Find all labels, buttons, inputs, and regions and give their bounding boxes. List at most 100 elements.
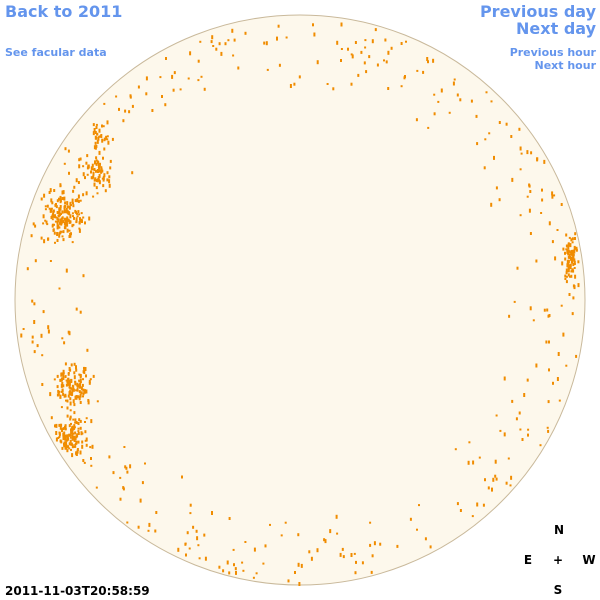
facula bbox=[510, 135, 513, 138]
back-link[interactable]: Back to 2011 bbox=[5, 2, 122, 21]
facula bbox=[507, 457, 510, 460]
facular-link[interactable]: See facular data bbox=[5, 46, 107, 59]
facula bbox=[57, 389, 60, 393]
facula bbox=[329, 529, 332, 534]
facula bbox=[73, 216, 75, 220]
facula bbox=[72, 215, 74, 218]
facula bbox=[63, 341, 66, 345]
facula bbox=[76, 433, 79, 438]
facula bbox=[82, 459, 85, 462]
facula bbox=[294, 571, 296, 574]
facula bbox=[571, 256, 574, 260]
facula bbox=[103, 147, 106, 151]
facula bbox=[49, 188, 52, 193]
facula bbox=[289, 84, 292, 88]
facula bbox=[100, 169, 103, 174]
facula bbox=[277, 24, 280, 28]
facula bbox=[85, 443, 88, 447]
facula bbox=[95, 159, 98, 162]
facula bbox=[573, 285, 576, 290]
facula bbox=[369, 521, 372, 524]
facula bbox=[84, 367, 87, 371]
facula bbox=[76, 395, 79, 399]
solar-disk bbox=[14, 14, 586, 586]
facula bbox=[145, 92, 148, 96]
facula bbox=[310, 556, 313, 561]
facula bbox=[560, 304, 563, 307]
facula bbox=[390, 46, 393, 50]
facula bbox=[74, 199, 77, 203]
facula bbox=[73, 411, 76, 415]
facula bbox=[529, 306, 532, 311]
facula bbox=[69, 220, 72, 224]
facula bbox=[22, 328, 25, 330]
facula bbox=[92, 123, 95, 127]
facula bbox=[95, 144, 98, 148]
facula bbox=[70, 443, 73, 446]
facula bbox=[64, 201, 67, 205]
facula bbox=[564, 274, 567, 278]
facula bbox=[520, 152, 523, 155]
facula bbox=[63, 217, 66, 221]
facula bbox=[452, 81, 455, 86]
previous-hour-link[interactable]: Previous hour bbox=[510, 46, 597, 59]
next-day-link[interactable]: Next day bbox=[516, 19, 597, 38]
facula bbox=[50, 207, 53, 210]
facula bbox=[69, 397, 72, 401]
facula bbox=[387, 87, 390, 90]
facula bbox=[187, 77, 190, 80]
facula bbox=[574, 237, 576, 240]
facula bbox=[409, 517, 412, 521]
facula bbox=[54, 220, 57, 223]
facula bbox=[78, 213, 81, 216]
facula bbox=[529, 190, 532, 193]
facula bbox=[551, 240, 554, 244]
facula bbox=[572, 263, 575, 266]
facula bbox=[573, 248, 576, 251]
facula bbox=[81, 220, 83, 223]
facula bbox=[56, 199, 59, 203]
facula bbox=[69, 214, 72, 219]
facula bbox=[571, 312, 574, 316]
facula bbox=[400, 42, 403, 45]
facula bbox=[31, 340, 34, 344]
facula bbox=[297, 562, 300, 567]
facula bbox=[416, 69, 419, 72]
facula bbox=[69, 368, 72, 372]
facula bbox=[470, 99, 473, 103]
facula bbox=[94, 141, 97, 145]
facula bbox=[276, 36, 278, 41]
facula bbox=[519, 428, 522, 431]
facula bbox=[429, 545, 432, 549]
facula bbox=[64, 425, 66, 429]
facula bbox=[422, 70, 425, 74]
facula bbox=[63, 162, 66, 165]
facula bbox=[336, 40, 339, 45]
facula bbox=[129, 95, 132, 99]
facula bbox=[199, 40, 202, 43]
facula bbox=[147, 529, 150, 532]
facula bbox=[568, 255, 571, 259]
facula bbox=[280, 534, 283, 537]
facula bbox=[66, 217, 69, 222]
next-hour-link[interactable]: Next hour bbox=[535, 59, 597, 72]
facula bbox=[79, 382, 82, 387]
facula bbox=[108, 183, 111, 188]
facula bbox=[77, 181, 80, 184]
facula bbox=[355, 560, 357, 564]
facula bbox=[237, 66, 240, 70]
facula bbox=[96, 133, 99, 136]
facula bbox=[556, 377, 559, 381]
facula bbox=[64, 227, 67, 230]
facula bbox=[97, 161, 100, 165]
facula bbox=[78, 418, 81, 422]
facula bbox=[82, 172, 85, 177]
facula bbox=[565, 268, 568, 272]
facula bbox=[76, 215, 79, 218]
previous-day-link[interactable]: Previous day bbox=[480, 2, 597, 21]
facula bbox=[139, 498, 142, 503]
facula bbox=[73, 439, 76, 442]
facula bbox=[62, 238, 65, 242]
facula bbox=[546, 426, 549, 429]
facula bbox=[65, 399, 67, 402]
